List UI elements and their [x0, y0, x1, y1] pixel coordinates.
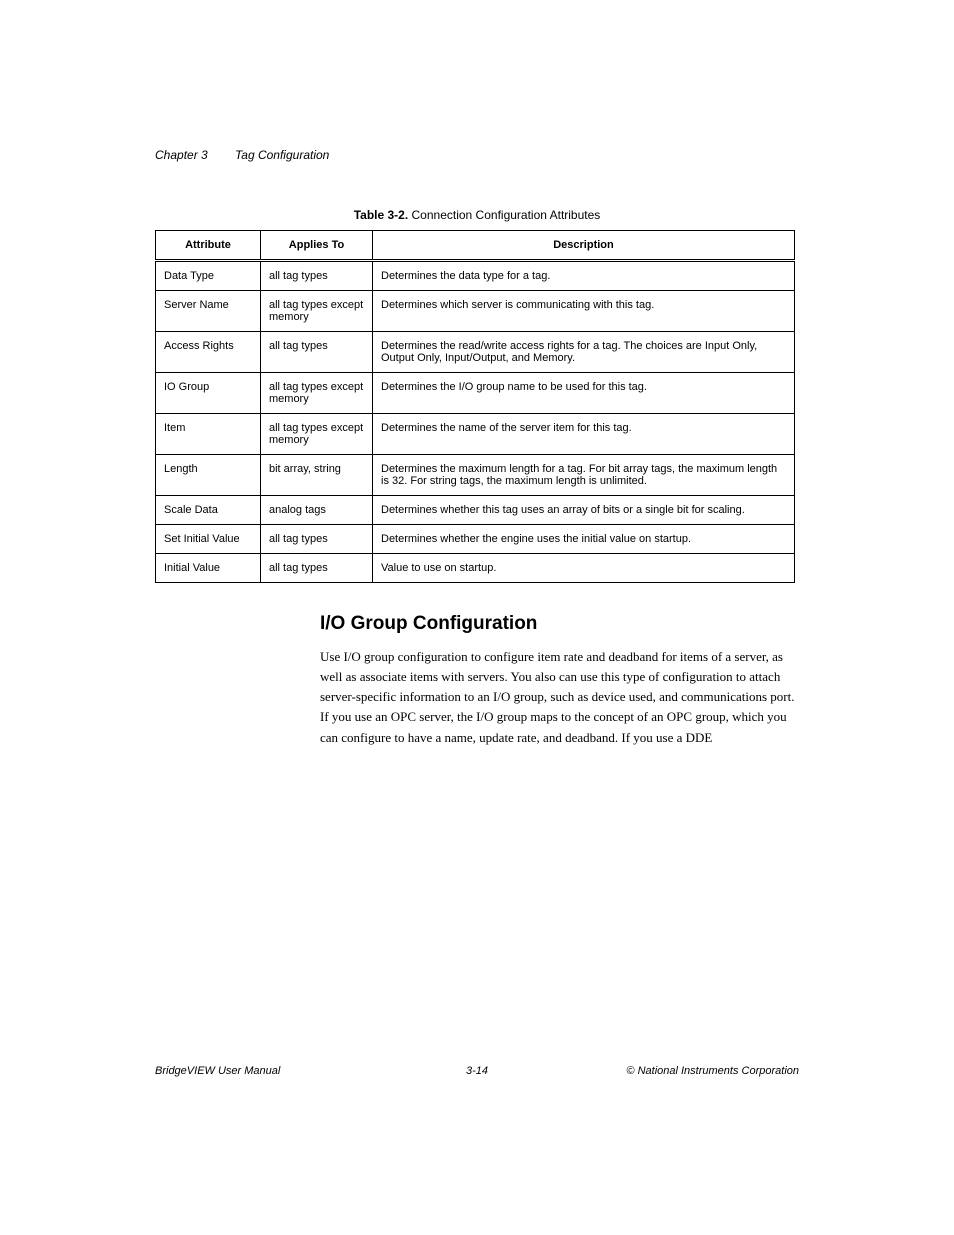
section-paragraph: Use I/O group configuration to configure… [320, 647, 799, 748]
cell-description: Determines the data type for a tag. [373, 261, 795, 291]
cell-description: Determines the I/O group name to be used… [373, 373, 795, 414]
table-row: IO Group all tag types except memory Det… [156, 373, 795, 414]
table-caption-label: Table 3-2. [354, 208, 408, 222]
section-body: Use I/O group configuration to configure… [320, 647, 799, 748]
cell-description: Value to use on startup. [373, 554, 795, 583]
cell-attribute: Initial Value [156, 554, 261, 583]
cell-description: Determines the read/write access rights … [373, 332, 795, 373]
table-row: Data Type all tag types Determines the d… [156, 261, 795, 291]
chapter-number: Chapter 3 [155, 148, 208, 162]
cell-applies: analog tags [261, 496, 373, 525]
table-caption-text: Connection Configuration Attributes [408, 208, 600, 222]
table-caption: Table 3-2. Connection Configuration Attr… [155, 208, 799, 222]
col-header-attribute: Attribute [156, 231, 261, 261]
table-row: Initial Value all tag types Value to use… [156, 554, 795, 583]
cell-attribute: Server Name [156, 291, 261, 332]
cell-applies: all tag types except memory [261, 291, 373, 332]
table-row: Scale Data analog tags Determines whethe… [156, 496, 795, 525]
footer-right: © National Instruments Corporation [626, 1065, 799, 1077]
cell-applies: all tag types [261, 525, 373, 554]
cell-attribute: Access Rights [156, 332, 261, 373]
cell-description: Determines the name of the server item f… [373, 414, 795, 455]
page-footer: BridgeVIEW User Manual 3-14 © National I… [155, 1065, 799, 1077]
cell-description: Determines the maximum length for a tag.… [373, 455, 795, 496]
col-header-applies: Applies To [261, 231, 373, 261]
cell-applies: all tag types [261, 261, 373, 291]
cell-attribute: Set Initial Value [156, 525, 261, 554]
chapter-header: Chapter 3 Tag Configuration [155, 148, 799, 162]
table-row: Item all tag types except memory Determi… [156, 414, 795, 455]
cell-applies: all tag types except memory [261, 414, 373, 455]
cell-attribute: Scale Data [156, 496, 261, 525]
cell-attribute: Data Type [156, 261, 261, 291]
chapter-title: Tag Configuration [235, 148, 329, 162]
cell-applies: bit array, string [261, 455, 373, 496]
cell-attribute: Item [156, 414, 261, 455]
table-row: Access Rights all tag types Determines t… [156, 332, 795, 373]
cell-attribute: IO Group [156, 373, 261, 414]
cell-applies: all tag types except memory [261, 373, 373, 414]
table-row: Length bit array, string Determines the … [156, 455, 795, 496]
col-header-description: Description [373, 231, 795, 261]
footer-page-number: 3-14 [466, 1065, 488, 1077]
cell-applies: all tag types [261, 332, 373, 373]
attributes-table: Attribute Applies To Description Data Ty… [155, 230, 795, 583]
section-heading: I/O Group Configuration [320, 613, 799, 635]
table-row: Server Name all tag types except memory … [156, 291, 795, 332]
cell-description: Determines which server is communicating… [373, 291, 795, 332]
footer-left: BridgeVIEW User Manual [155, 1065, 280, 1077]
cell-applies: all tag types [261, 554, 373, 583]
cell-attribute: Length [156, 455, 261, 496]
cell-description: Determines whether the engine uses the i… [373, 525, 795, 554]
cell-description: Determines whether this tag uses an arra… [373, 496, 795, 525]
table-row: Set Initial Value all tag types Determin… [156, 525, 795, 554]
